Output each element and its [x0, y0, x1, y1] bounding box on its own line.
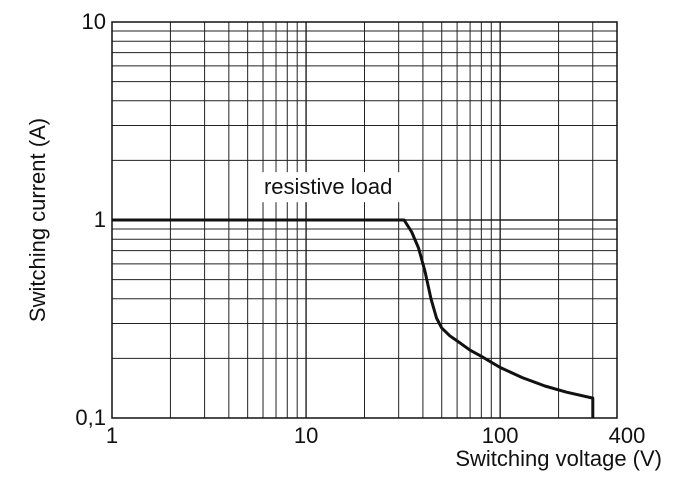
series-line	[112, 218, 595, 418]
x-tick-label: 10	[294, 423, 318, 448]
grid	[112, 22, 617, 418]
y-tick-label: 0,1	[75, 405, 106, 430]
x-axis-label: Switching voltage (V)	[455, 446, 662, 471]
x-tick-label: 1	[106, 423, 118, 448]
annotation-background	[251, 172, 406, 203]
x-tick-label: 400	[609, 423, 646, 448]
y-tick-label: 10	[82, 9, 106, 34]
annotation-resistive-load: resistive load	[264, 174, 392, 199]
y-tick-label: 1	[94, 207, 106, 232]
x-tick-label: 100	[482, 423, 519, 448]
annotations: resistive load	[251, 172, 406, 203]
series-lines	[112, 218, 595, 418]
y-axis-label: Switching current (A)	[25, 118, 50, 322]
